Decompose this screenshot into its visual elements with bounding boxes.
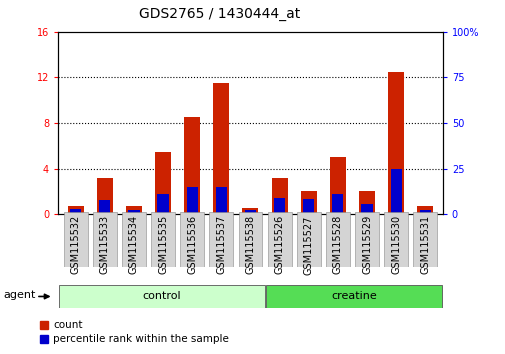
- FancyBboxPatch shape: [64, 212, 87, 267]
- FancyBboxPatch shape: [59, 285, 264, 308]
- Bar: [184, 117, 200, 214]
- Bar: [419, 210, 430, 214]
- Bar: [300, 192, 316, 214]
- FancyBboxPatch shape: [151, 212, 175, 267]
- Bar: [70, 209, 81, 214]
- FancyBboxPatch shape: [180, 212, 204, 267]
- Bar: [361, 204, 372, 214]
- Bar: [96, 178, 113, 214]
- Bar: [126, 206, 142, 214]
- Text: GSM115532: GSM115532: [71, 215, 80, 274]
- FancyBboxPatch shape: [209, 212, 233, 267]
- FancyBboxPatch shape: [122, 212, 145, 267]
- Text: GSM115528: GSM115528: [332, 215, 342, 274]
- Bar: [390, 169, 401, 214]
- Bar: [186, 187, 197, 214]
- FancyBboxPatch shape: [355, 212, 378, 267]
- Text: GSM115535: GSM115535: [158, 215, 168, 274]
- Bar: [387, 72, 403, 214]
- Text: GSM115538: GSM115538: [245, 215, 255, 274]
- FancyBboxPatch shape: [265, 285, 441, 308]
- Bar: [68, 206, 83, 214]
- FancyBboxPatch shape: [238, 212, 262, 267]
- Bar: [273, 198, 285, 214]
- FancyBboxPatch shape: [383, 212, 407, 267]
- Text: GSM115533: GSM115533: [99, 215, 110, 274]
- Text: GSM115534: GSM115534: [129, 215, 139, 274]
- Bar: [417, 206, 432, 214]
- Bar: [242, 209, 258, 214]
- Bar: [155, 152, 171, 214]
- Bar: [99, 200, 110, 214]
- FancyBboxPatch shape: [93, 212, 117, 267]
- FancyBboxPatch shape: [296, 212, 320, 267]
- Text: GSM115526: GSM115526: [274, 215, 284, 274]
- FancyBboxPatch shape: [325, 212, 349, 267]
- Text: GSM115529: GSM115529: [361, 215, 371, 274]
- Text: GSM115537: GSM115537: [216, 215, 226, 274]
- Bar: [213, 83, 229, 214]
- FancyBboxPatch shape: [267, 212, 291, 267]
- Text: agent: agent: [3, 290, 35, 300]
- Legend: count, percentile rank within the sample: count, percentile rank within the sample: [39, 320, 229, 344]
- Bar: [244, 210, 256, 214]
- Text: GDS2765 / 1430444_at: GDS2765 / 1430444_at: [139, 7, 300, 21]
- FancyBboxPatch shape: [413, 212, 436, 267]
- Bar: [128, 210, 139, 214]
- Bar: [358, 192, 374, 214]
- Text: GSM115536: GSM115536: [187, 215, 197, 274]
- Text: GSM115530: GSM115530: [390, 215, 400, 274]
- Text: control: control: [142, 291, 181, 302]
- Bar: [329, 157, 345, 214]
- Text: creatine: creatine: [330, 291, 376, 302]
- Bar: [215, 187, 227, 214]
- Bar: [271, 178, 287, 214]
- Text: GSM115531: GSM115531: [420, 215, 429, 274]
- Bar: [157, 194, 168, 214]
- Bar: [302, 199, 314, 214]
- Bar: [332, 194, 343, 214]
- Text: GSM115527: GSM115527: [303, 215, 313, 274]
